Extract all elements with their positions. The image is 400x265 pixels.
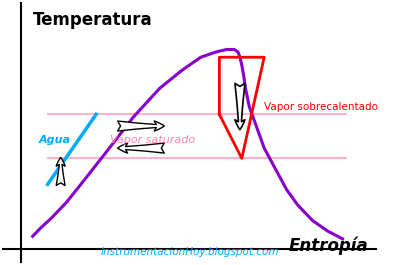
Text: Vapor sobrecalentado: Vapor sobrecalentado <box>264 101 378 112</box>
Text: Vapor saturado: Vapor saturado <box>110 135 195 145</box>
Text: Temperatura: Temperatura <box>33 11 152 29</box>
Text: Entropía: Entropía <box>289 236 369 255</box>
Text: Agua: Agua <box>38 135 70 145</box>
Text: InstrumentacionHoy.blogspot.com: InstrumentacionHoy.blogspot.com <box>100 247 279 257</box>
